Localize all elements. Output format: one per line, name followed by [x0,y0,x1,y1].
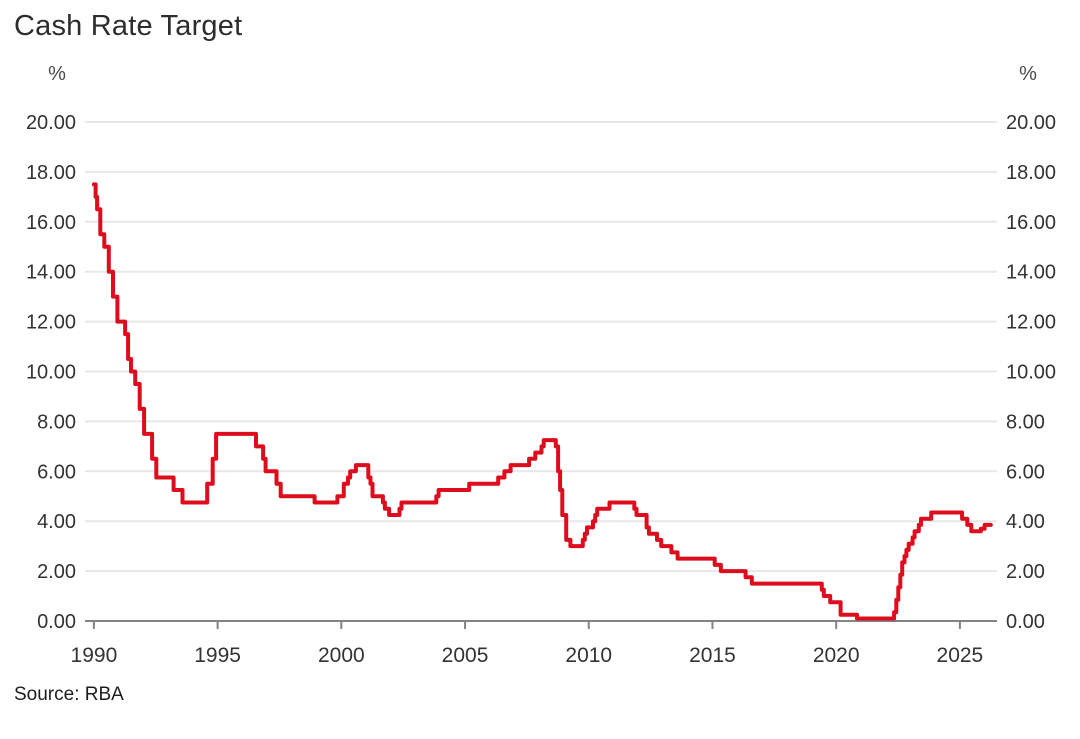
y-axis-tick-label-left: 12.00 [26,312,76,334]
y-axis-tick-label-left: 8.00 [37,411,76,433]
source-note: Source: RBA [14,684,124,705]
y-axis-tick-label-left: 16.00 [26,212,76,234]
y-axis-tick-label-right: 2.00 [1006,561,1045,583]
x-axis-tick-label: 2015 [689,644,736,667]
y-axis-tick-label-right: 16.00 [1006,212,1056,234]
y-axis-tick-label-right: 6.00 [1006,461,1045,483]
x-axis-tick-label: 2025 [937,644,984,667]
y-axis-tick-label-right: 14.00 [1006,262,1056,284]
y-axis-tick-label-right: 20.00 [1006,112,1056,134]
x-axis-tick-label: 2020 [813,644,860,667]
y-axis-tick-label-right: 0.00 [1006,611,1045,633]
y-axis-tick-label-left: 6.00 [37,461,76,483]
x-axis-tick-label: 2000 [318,644,365,667]
x-axis-tick-label: 1995 [194,644,241,667]
cash-rate-line [91,182,993,621]
y-axis-tick-label-right: 12.00 [1006,312,1056,334]
y-axis-tick-label-left: 2.00 [37,561,76,583]
y-axis-tick-label-right: 4.00 [1006,511,1045,533]
y-axis-tick-label-right: 8.00 [1006,411,1045,433]
x-axis-tick-label: 1990 [71,644,118,667]
y-axis-unit-label-right: % [1019,63,1037,85]
y-axis-tick-label-right: 10.00 [1006,362,1056,384]
y-axis-tick-label-right: 18.00 [1006,162,1056,184]
y-axis-tick-label-left: 20.00 [26,112,76,134]
chart-title: Cash Rate Target [14,10,243,42]
y-axis-unit-label-left: % [48,63,66,85]
y-axis-tick-label-left: 4.00 [37,511,76,533]
y-axis-tick-label-left: 14.00 [26,262,76,284]
y-axis-tick-label-left: 10.00 [26,362,76,384]
y-axis-tick-label-left: 0.00 [37,611,76,633]
x-axis-tick-label: 2010 [565,644,612,667]
y-axis-tick-label-left: 18.00 [26,162,76,184]
x-axis-tick-label: 2005 [442,644,489,667]
